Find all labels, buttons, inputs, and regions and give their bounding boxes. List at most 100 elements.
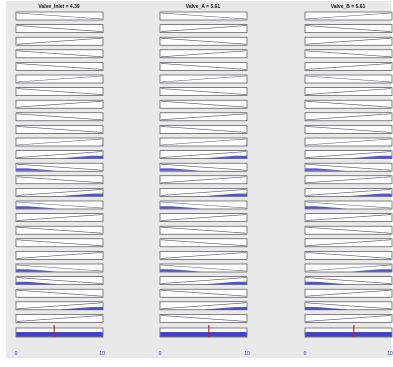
- rule-15-valve-inlet-mf-line: [16, 189, 103, 196]
- rule-12-valve-inlet-mf-line: [16, 151, 103, 158]
- rule-3-valve-inlet-mf-line: [16, 37, 103, 45]
- rule-25-valve-inlet-mf-line: [16, 315, 103, 322]
- rule-5-valve-a-mf-line: [160, 63, 247, 70]
- rule-16-valve-b-fired-fill: [305, 206, 347, 209]
- x-tick-min-valve-inlet: 0: [14, 351, 18, 357]
- aggregate-valve-a-fill: [160, 332, 247, 337]
- rule-13-valve-a-mf-line: [160, 163, 247, 171]
- rule-11-valve-a-mf-line: [160, 138, 247, 146]
- rule-7-valve-a-mf-line: [160, 88, 247, 95]
- rule-12-valve-b-mf-line: [305, 151, 392, 158]
- rule-22-valve-inlet-mf-line: [16, 277, 103, 284]
- rule-21-valve-b-mf-line: [305, 264, 392, 272]
- rule-21-valve-a-mf-line: [160, 264, 247, 272]
- rule-24-valve-a-fired-fill: [205, 307, 247, 310]
- rule-25-valve-b-mf-line: [305, 315, 392, 322]
- rule-23-valve-b-mf-line: [305, 289, 392, 297]
- rule-15-valve-b-mf-line: [305, 189, 392, 196]
- rule-21-valve-a-fired-fill: [160, 269, 202, 272]
- rule-17-valve-b-mf-line: [305, 214, 392, 221]
- rule-22-valve-inlet-fired-fill: [16, 281, 58, 285]
- rule-15-valve-a-mf-line: [160, 189, 247, 196]
- rule-20-valve-a-mf-line: [160, 252, 247, 259]
- x-tick-max-valve-b: 10: [387, 351, 393, 357]
- x-tick-min-valve-a: 0: [158, 351, 162, 357]
- rule-24-valve-inlet-mf-line: [16, 302, 103, 310]
- rule-23-valve-a-mf-line: [160, 289, 247, 297]
- rule-5-valve-b-mf-line: [305, 63, 392, 70]
- rule-1-valve-a-mf-line: [160, 12, 247, 20]
- rule-9-valve-b-mf-line: [305, 113, 392, 121]
- rule-2-valve-a-mf-line: [160, 25, 247, 32]
- rule-10-valve-b-mf-line: [305, 126, 392, 133]
- x-tick-min-valve-b: 0: [303, 351, 307, 357]
- rule-24-valve-inlet-fired-fill: [61, 307, 103, 310]
- rule-20-valve-inlet-mf-line: [16, 252, 103, 259]
- rule-16-valve-inlet-mf-line: [16, 201, 103, 209]
- rule-13-valve-b-fired-fill: [305, 168, 347, 171]
- rule-22-valve-b-mf-line: [305, 277, 392, 284]
- rule-20-valve-b-mf-line: [305, 252, 392, 259]
- rule-13-valve-inlet-fired-fill: [16, 168, 58, 171]
- aggregate-valve-inlet-fill: [16, 332, 103, 337]
- rule-3-valve-b-mf-line: [305, 37, 392, 45]
- rule-22-valve-a-fired-fill: [205, 281, 247, 285]
- rule-18-valve-inlet-mf-line: [16, 226, 103, 234]
- rule-21-valve-b-fired-fill: [350, 269, 392, 272]
- rule-19-valve-inlet-mf-line: [16, 239, 103, 247]
- rule-24-valve-b-fired-fill: [305, 307, 347, 310]
- rule-22-valve-a-mf-line: [160, 277, 247, 284]
- column-title-valve-inlet: Valve_Inlet = 4.39: [38, 4, 80, 10]
- rule-4-valve-b-mf-line: [305, 50, 392, 58]
- rule-17-valve-a-mf-line: [160, 214, 247, 221]
- rule-1-valve-inlet-mf-line: [16, 12, 103, 20]
- column-title-valve-a: Valve_A = 5.61: [185, 4, 221, 10]
- rule-16-valve-a-fired-fill: [160, 206, 202, 209]
- rule-14-valve-inlet-mf-line: [16, 176, 103, 184]
- rule-18-valve-b-mf-line: [305, 226, 392, 234]
- rule-13-valve-b-mf-line: [305, 163, 392, 171]
- rule-6-valve-inlet-mf-line: [16, 75, 103, 83]
- rule-12-valve-a-fired-fill: [205, 155, 247, 159]
- aggregate-valve-b-fill: [305, 332, 392, 337]
- rule-11-valve-inlet-mf-line: [16, 138, 103, 146]
- rule-15-valve-inlet-fired-fill: [61, 193, 103, 196]
- x-tick-max-valve-inlet: 10: [99, 351, 105, 357]
- rule-16-valve-b-mf-line: [305, 201, 392, 209]
- rule-14-valve-b-mf-line: [305, 176, 392, 184]
- rule-24-valve-a-mf-line: [160, 302, 247, 310]
- rule-7-valve-b-mf-line: [305, 88, 392, 95]
- rule-14-valve-a-mf-line: [160, 176, 247, 184]
- rule-16-valve-a-mf-line: [160, 201, 247, 209]
- column-title-valve-b: Valve_B = 5.61: [330, 4, 366, 10]
- rule-6-valve-b-mf-line: [305, 75, 392, 83]
- rule-9-valve-inlet-mf-line: [16, 113, 103, 121]
- rule-8-valve-b-mf-line: [305, 100, 392, 108]
- rule-19-valve-b-mf-line: [305, 239, 392, 247]
- rule-10-valve-inlet-mf-line: [16, 126, 103, 133]
- rule-8-valve-a-mf-line: [160, 100, 247, 108]
- rule-12-valve-inlet-fired-fill: [61, 155, 103, 159]
- rule-15-valve-b-fired-fill: [350, 193, 392, 196]
- rule-6-valve-a-mf-line: [160, 75, 247, 83]
- rule-4-valve-a-mf-line: [160, 50, 247, 58]
- rule-19-valve-a-mf-line: [160, 239, 247, 247]
- rule-8-valve-inlet-mf-line: [16, 100, 103, 108]
- rule-15-valve-a-fired-fill: [205, 193, 247, 196]
- rule-10-valve-a-mf-line: [160, 126, 247, 133]
- rule-3-valve-a-mf-line: [160, 37, 247, 45]
- rule-17-valve-inlet-mf-line: [16, 214, 103, 221]
- rule-5-valve-inlet-mf-line: [16, 63, 103, 70]
- rule-21-valve-inlet-mf-line: [16, 264, 103, 272]
- rule-22-valve-b-fired-fill: [305, 281, 347, 285]
- rule-25-valve-a-mf-line: [160, 315, 247, 322]
- rule-24-valve-b-mf-line: [305, 302, 392, 310]
- rule-12-valve-a-mf-line: [160, 151, 247, 158]
- rule-21-valve-inlet-fired-fill: [16, 269, 58, 272]
- rule-2-valve-b-mf-line: [305, 25, 392, 32]
- rule-23-valve-inlet-mf-line: [16, 289, 103, 297]
- rule-2-valve-inlet-mf-line: [16, 25, 103, 32]
- rule-18-valve-a-mf-line: [160, 226, 247, 234]
